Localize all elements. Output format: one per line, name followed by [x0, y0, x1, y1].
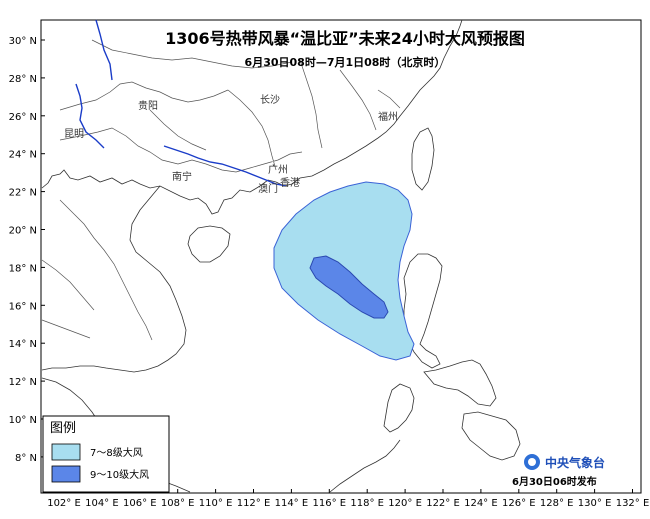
lon-tick-label: 126° E — [502, 498, 536, 509]
legend-swatch-7-8 — [51, 443, 81, 461]
mainland-coast — [41, 19, 463, 215]
lon-tick-label: 112° E — [237, 498, 271, 509]
lat-tick-label: 12° N — [9, 377, 37, 388]
map-title: 1306号热带风暴“温比亚”未来24小时大风预报图 — [165, 29, 525, 48]
lat-tick-label: 28° N — [9, 74, 37, 85]
city-hongkong: 香港 — [280, 177, 300, 189]
lon-tick-label: 102° E — [47, 498, 81, 509]
legend-label-7-8: 7～8级大风 — [90, 446, 143, 459]
taiwan-island — [411, 127, 435, 191]
mindanao-island — [461, 411, 521, 461]
lon-tick-label: 106° E — [123, 498, 157, 509]
cma-logo-inner — [528, 458, 536, 466]
latitude-ticks: 30° N 28° N 26° N 24° N 22° N 20° N 18° N 16° N… — [9, 36, 45, 464]
palawan-island — [383, 383, 415, 433]
lat-tick-label: 30° N — [9, 36, 37, 47]
city-kunming: 昆明 — [64, 128, 84, 140]
lon-tick-label: 120° E — [388, 498, 422, 509]
map-subtitle: 6月30日08时—7月1日08时（北京时） — [245, 55, 446, 69]
lat-tick-label: 14° N — [9, 339, 37, 350]
border-river-northwest — [95, 19, 113, 81]
longitude-ticks: 102° E 104° E 106° E 108° E 110° E 112° E 114°… — [47, 489, 649, 509]
city-nanning: 南宁 — [172, 170, 192, 183]
border-river-west — [75, 83, 105, 149]
borneo-coast — [329, 439, 401, 493]
agency-name: 中央气象台 — [545, 455, 605, 470]
lon-tick-label: 104° E — [85, 498, 119, 509]
lat-tick-label: 16° N — [9, 301, 37, 312]
hainan-island — [187, 225, 231, 263]
indochina-coast — [41, 185, 187, 373]
lon-tick-label: 128° E — [540, 498, 574, 509]
lat-tick-label: 10° N — [9, 415, 37, 426]
lon-tick-label: 118° E — [350, 498, 384, 509]
lat-tick-label: 22° N — [9, 188, 37, 199]
lon-tick-label: 132° E — [616, 498, 650, 509]
city-guangzhou: 广州 — [268, 164, 288, 176]
lat-tick-label: 26° N — [9, 112, 37, 123]
lon-tick-label: 108° E — [161, 498, 195, 509]
lat-tick-label: 24° N — [9, 150, 37, 161]
lon-tick-label: 114° E — [275, 498, 309, 509]
legend-title: 图例 — [50, 421, 76, 436]
legend-swatch-9-10 — [51, 465, 81, 483]
city-changsha: 长沙 — [260, 94, 280, 106]
release-time: 6月30日06时发布 — [512, 475, 597, 488]
lon-tick-label: 124° E — [464, 498, 498, 509]
lon-tick-label: 122° E — [426, 498, 460, 509]
city-fuzhou: 福州 — [378, 110, 398, 123]
legend-label-9-10: 9～10级大风 — [90, 468, 149, 481]
lon-tick-label: 130° E — [578, 498, 612, 509]
wind-zone-9-10 — [309, 255, 389, 319]
border-river-south — [163, 145, 287, 187]
province-borders — [59, 39, 401, 173]
lon-tick-label: 116° E — [313, 498, 347, 509]
indochina-borders — [41, 199, 153, 341]
lat-tick-label: 8° N — [15, 453, 37, 464]
lat-tick-label: 18° N — [9, 263, 37, 274]
agency-logo: 中央气象台 — [524, 454, 605, 470]
lon-tick-label: 110° E — [199, 498, 233, 509]
visayas-islands — [423, 359, 497, 407]
lat-tick-label: 20° N — [9, 226, 37, 237]
city-aomen: 澳门 — [258, 182, 278, 195]
city-guiyang: 贵阳 — [138, 99, 158, 112]
legend: 图例 7～8级大风 9～10级大风 — [42, 415, 170, 493]
